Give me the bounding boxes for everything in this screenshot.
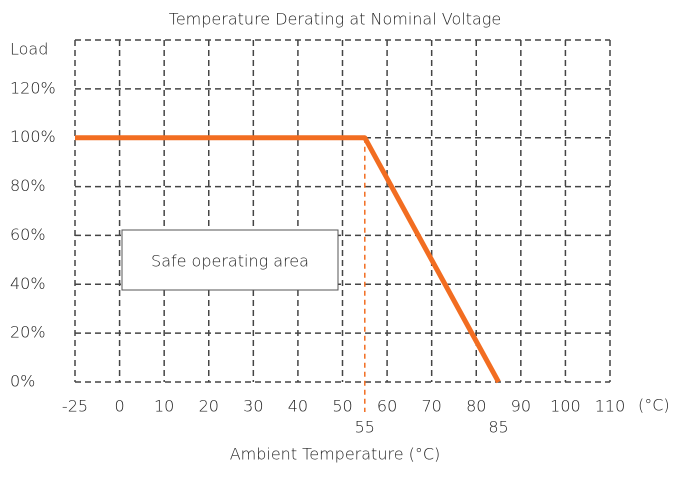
y-tick-label: 0%	[10, 372, 35, 391]
y-tick-label: 40%	[10, 274, 46, 293]
y-tick-label: 120%	[10, 78, 56, 97]
x-tick-label: 70	[421, 397, 441, 416]
x-tick-label: 60	[377, 397, 397, 416]
y-tick-label: 20%	[10, 323, 46, 342]
chart-title: Temperature Derating at Nominal Voltage	[169, 10, 501, 29]
x-tick-label: 20	[199, 397, 219, 416]
x-tick-label: 80	[466, 397, 486, 416]
line	[75, 135, 501, 384]
x-tick-label: 90	[511, 397, 531, 416]
annotation: Safe operating area	[151, 252, 309, 271]
y-axis-label: Load	[10, 40, 48, 59]
x-tick-label: 10	[154, 397, 174, 416]
x-tick-label: 50	[332, 397, 352, 416]
annotation-box	[121, 229, 339, 291]
x-tick-label: 0	[114, 397, 124, 416]
x-annotation: 55	[355, 418, 375, 437]
x-annotation: 85	[488, 418, 508, 437]
x-tick-label: 110	[595, 397, 626, 416]
y-tick-label: 60%	[10, 225, 46, 244]
y-tick-label: 80%	[10, 176, 46, 195]
x-tick-label: 40	[288, 397, 308, 416]
x-tick-label: 100	[550, 397, 581, 416]
y-tick-label: 100%	[10, 127, 56, 146]
x-tick-label: -25	[62, 397, 88, 416]
x-axis-label: Ambient Temperature (°C)	[230, 445, 441, 464]
x-unit: (°C)	[638, 396, 670, 415]
x-tick-label: 30	[243, 397, 263, 416]
